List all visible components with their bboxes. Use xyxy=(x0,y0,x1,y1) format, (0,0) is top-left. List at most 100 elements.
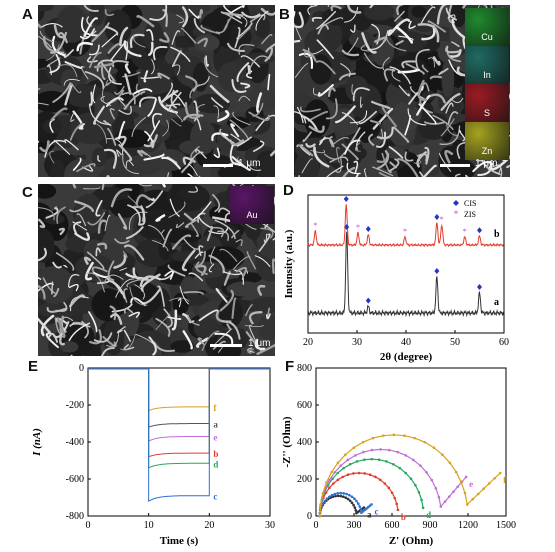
sem-pore xyxy=(411,5,427,18)
sem-sheet-edge xyxy=(76,41,94,52)
sem-sheet-edge xyxy=(165,103,181,107)
sem-pore xyxy=(56,5,88,43)
sem-sheet-edge xyxy=(171,309,178,331)
sem-sheet-edge xyxy=(119,267,128,272)
sem-sheet-edge xyxy=(64,61,83,69)
sem-sheet-edge xyxy=(447,111,459,125)
sem-sheet-edge xyxy=(256,343,275,356)
sem-sheet-edge xyxy=(38,284,46,300)
sem-sheet-edge xyxy=(123,244,145,261)
sem-pore xyxy=(363,5,395,21)
nyquist-point-e xyxy=(370,448,374,452)
photocurrent-trace-c xyxy=(88,368,270,502)
sem-sheet-edge xyxy=(427,57,435,68)
sem-sheet-edge xyxy=(201,330,220,351)
sem-sheet-edge xyxy=(39,140,50,153)
sem-sheet-edge xyxy=(127,195,141,209)
sem-sheet-edge xyxy=(129,33,145,49)
photocurrent-trace-d xyxy=(88,368,270,469)
sem-sheet-edge xyxy=(190,222,199,237)
sem-sheet-edge xyxy=(52,82,72,103)
sem-sheet-edge xyxy=(100,61,115,81)
sem-sheet-edge xyxy=(168,201,186,218)
sem-sheet-edge xyxy=(397,157,419,177)
sem-sheet-edge xyxy=(346,162,361,175)
sem-sheet-edge xyxy=(187,314,200,326)
sem-sheet-edge xyxy=(388,18,411,36)
nyquist-point-f xyxy=(465,503,469,506)
sem-sheet-edge xyxy=(211,226,225,238)
sem-sheet-edge xyxy=(38,102,49,106)
sem-sheet-edge xyxy=(227,42,245,53)
nyquist-point-e xyxy=(443,500,447,503)
nyquist-point-f xyxy=(448,461,452,465)
x-tick-label: 1200 xyxy=(458,520,478,531)
sem-sheet-edge xyxy=(398,85,410,97)
sem-sheet-edge xyxy=(49,31,67,54)
sem-sheet-edge xyxy=(231,5,245,13)
nyquist-point-f xyxy=(476,492,480,496)
sem-sheet-edge xyxy=(231,79,247,94)
nyquist-point-f xyxy=(482,487,486,491)
nyquist-point-f xyxy=(392,433,396,437)
sem-sheet-edge xyxy=(350,24,356,33)
nyquist-point-a xyxy=(344,496,348,499)
sem-sheet-edge xyxy=(429,75,443,80)
sem-sheet-edge xyxy=(181,159,194,174)
sem-sheet-edge xyxy=(148,336,157,356)
sem-sheet-edge xyxy=(339,72,356,81)
sem-sheet-edge xyxy=(258,233,271,252)
nyquist-point-b xyxy=(346,473,350,477)
nyquist-point-e xyxy=(425,471,428,474)
elemental-map-label: S xyxy=(483,108,490,118)
sem-sheet-edge xyxy=(132,267,149,281)
nyquist-point-c xyxy=(370,503,373,506)
sem-sheet-edge xyxy=(45,207,59,219)
sem-sheet-edge xyxy=(230,123,240,138)
sem-pore xyxy=(193,316,219,340)
sem-sheet-edge xyxy=(229,144,242,166)
sem-sheet-edge xyxy=(247,163,262,171)
sem-sheet-edge xyxy=(188,186,198,193)
sem-sheet-edge xyxy=(252,140,265,152)
sem-sheet-edge xyxy=(329,156,349,163)
sem-sheet-edge xyxy=(352,87,370,102)
sem-sheet-edge xyxy=(211,132,229,142)
nyquist-point-e xyxy=(333,471,336,474)
sem-sheet-edge xyxy=(438,67,449,76)
sem-pore xyxy=(184,15,202,45)
sem-sheet-edge xyxy=(171,30,181,45)
sem-sheet-edge xyxy=(445,46,460,54)
sem-sheet-edge xyxy=(121,92,136,105)
nyquist-point-f xyxy=(454,470,458,474)
sem-pore xyxy=(193,93,231,114)
sem-sheet-edge xyxy=(234,26,241,48)
sem-sheet-edge xyxy=(84,71,105,90)
sem-sheet-edge xyxy=(109,305,117,321)
sem-sheet-edge xyxy=(214,219,236,240)
nyquist-point-a xyxy=(346,497,350,501)
sem-sheet-edge xyxy=(231,229,240,239)
sem-sheet-edge xyxy=(303,50,314,58)
sem-sheet-edge xyxy=(389,66,411,85)
sem-sheet-edge xyxy=(307,110,329,122)
sem-sheet-edge xyxy=(81,16,99,37)
cis-peak-marker xyxy=(434,268,440,274)
y-axis-label: Intensity (a.u.) xyxy=(283,229,295,298)
sem-sheet-edge xyxy=(249,324,257,343)
sem-sheet-edge xyxy=(334,105,356,124)
sem-sheet-edge xyxy=(226,323,232,331)
nyquist-point-b xyxy=(328,486,331,490)
sem-sheet-edge xyxy=(83,256,92,265)
sem-sheet-edge xyxy=(436,5,449,25)
sem-sheet-edge xyxy=(71,82,82,94)
scalebar-label-c: 1 μm xyxy=(248,338,271,349)
sem-sheet-edge xyxy=(167,91,182,112)
sem-pore xyxy=(159,229,202,244)
sem-sheet-edge xyxy=(401,60,416,69)
sem-sheet-edge xyxy=(269,149,275,157)
eis-nyquist-chart: 0 300 600 900 1200 1500 0 200 400 600 800 Z' (Ohm) -… xyxy=(281,363,516,547)
sem-sheet-edge xyxy=(396,5,405,16)
cis-peak-marker xyxy=(477,227,482,234)
trace-label-b: b xyxy=(213,449,218,459)
